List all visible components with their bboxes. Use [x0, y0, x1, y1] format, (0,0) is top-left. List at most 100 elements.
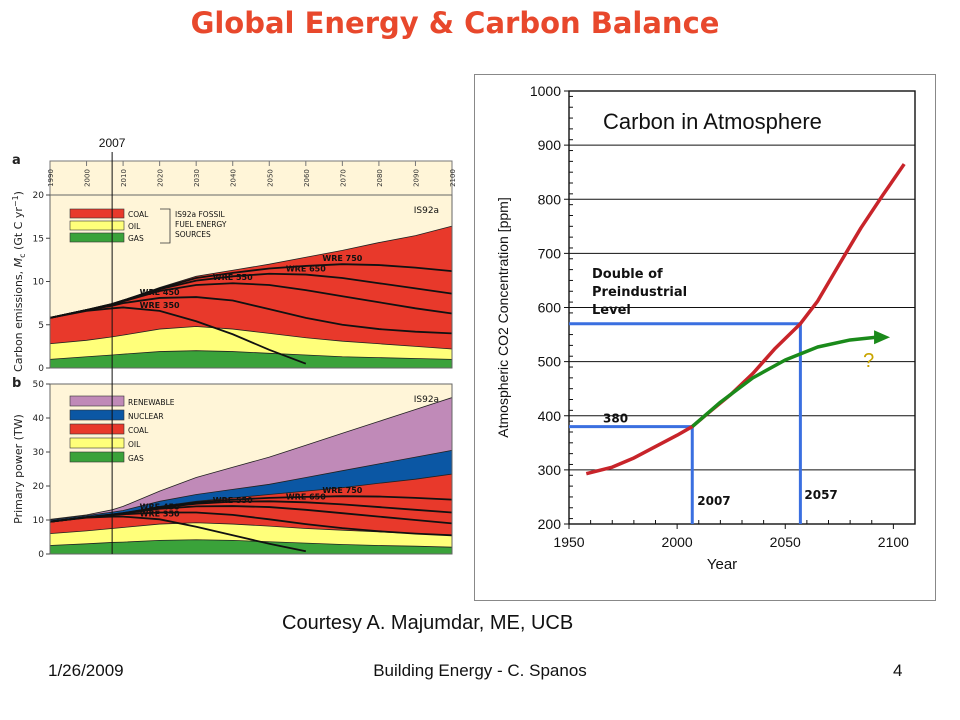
a-legend-swatch	[69, 208, 125, 219]
x-tick-label: 2000	[662, 534, 693, 550]
a-curve-label: WRE 750	[322, 254, 362, 263]
b-legend-swatch	[69, 395, 125, 407]
a-y-tick-label: 15	[33, 234, 44, 244]
a-legend-label: GAS	[128, 234, 144, 243]
x-tick-label: 2050	[770, 534, 801, 550]
x-tick-label: 2050	[266, 169, 274, 187]
a-y-axis-label-part: )	[12, 191, 25, 195]
a-curve-wre-350	[49, 306, 307, 365]
a-y-axis-label-part: c	[18, 253, 27, 257]
y-tick-label: 200	[538, 516, 562, 532]
x-tick-label: 2010	[120, 169, 128, 187]
a-y-tick-label: 0	[38, 364, 44, 374]
b-legend-swatch	[69, 409, 125, 421]
b-frame	[49, 383, 453, 555]
x-tick-label: 2000	[84, 169, 92, 187]
a-y-tick-label: 5	[38, 321, 44, 331]
a-legend-note: IS92a FOSSIL	[175, 210, 225, 219]
a-panel-letter: a	[12, 153, 21, 168]
x-tick-label: 2030	[193, 169, 201, 187]
b-y-axis-label: Primary power (TW)	[12, 414, 25, 524]
b-legend-label: OIL	[128, 440, 141, 449]
a-area-gas	[49, 350, 453, 369]
a-y-axis-label: Carbon emissions, Mc (Gt C yr−1)	[11, 191, 27, 372]
a-y-axis-label-part: (Gt C yr	[12, 207, 25, 254]
y-tick-label: 800	[538, 191, 562, 207]
x-tick-label: 2090	[412, 169, 420, 187]
y-tick-label: 500	[538, 354, 562, 370]
b-legend-label: GAS	[128, 454, 144, 463]
projection-arrowhead	[874, 330, 891, 345]
chart-title: Carbon in Atmosphere	[603, 109, 822, 134]
x-tick-label: 2040	[230, 169, 238, 187]
b-legend-swatch	[69, 437, 125, 449]
a-legend-bracket	[160, 208, 171, 244]
b-curve-label: WRE 550	[213, 496, 253, 505]
b-panel-letter: b	[12, 376, 21, 391]
x-tick-label: 2080	[376, 169, 384, 187]
projection-curve	[691, 335, 877, 428]
a-y-axis-label-part: Carbon emissions,	[12, 267, 25, 372]
year-double-label: 2057	[804, 488, 837, 502]
b-curve-label: WRE 650	[286, 492, 326, 501]
co2-concentration-chart: 200 300 400 500 600 700 800 900 1000 1950 2000 2050…	[474, 74, 936, 601]
double-level-annotation: Level	[592, 303, 631, 318]
y-tick-label: 300	[538, 462, 562, 478]
a-legend-label: COAL	[128, 210, 149, 219]
a-curve-label: WRE 350	[140, 301, 180, 310]
a-y-tick-label: 10	[33, 278, 45, 288]
x-tick-label: 1990	[47, 169, 55, 187]
slide-title: Global Energy & Carbon Balance	[190, 6, 720, 40]
courtesy-caption: Courtesy A. Majumdar, ME, UCB	[282, 612, 574, 634]
b-curve-wre-350	[49, 515, 306, 553]
a-curve-label: WRE 550	[213, 273, 253, 282]
b-legend-swatch	[69, 423, 125, 435]
question-mark: ?	[863, 350, 874, 372]
x-tick-label: 2100	[878, 534, 909, 550]
footer-date: 1/26/2009	[48, 661, 124, 680]
x-tick-label: 2100	[449, 169, 457, 187]
y-axis-label: Atmospheric CO2 Concentration [ppm]	[495, 197, 511, 437]
y-tick-label: 900	[538, 137, 562, 153]
y-tick-label: 700	[538, 245, 562, 261]
year-now-label: 2007	[697, 494, 730, 508]
b-legend-swatch	[69, 451, 125, 463]
x-axis-label: Year	[707, 556, 737, 573]
a-curve-label: WRE 650	[286, 265, 326, 274]
year-header-strip	[49, 160, 453, 196]
a-legend-note: SOURCES	[175, 230, 211, 239]
b-y-tick-label: 30	[33, 448, 45, 458]
y-tick-label: 400	[538, 408, 562, 424]
b-y-tick-label: 0	[38, 550, 44, 560]
b-y-tick-label: 20	[33, 482, 45, 492]
y-tick-label: 600	[538, 300, 562, 316]
a-y-axis-label-part: −1	[11, 195, 20, 207]
b-curve-label: WRE 450	[140, 503, 180, 512]
b-legend-label: RENEWABLE	[128, 398, 175, 407]
footer-page-number: 4	[893, 661, 903, 680]
a-curve-label: WRE 450	[140, 288, 180, 297]
b-y-tick-label: 50	[33, 380, 45, 390]
x-tick-label: 2060	[303, 169, 311, 187]
b-legend-label: NUCLEAR	[128, 412, 164, 421]
b-curve-label: WRE 350	[140, 509, 180, 518]
a-legend-swatch	[69, 220, 125, 231]
a-legend-label: OIL	[128, 222, 141, 231]
a-y-axis-label-part: M	[12, 257, 25, 267]
a-scenario-label: IS92a	[414, 206, 439, 216]
a-y-tick-label: 20	[33, 191, 45, 201]
b-y-tick-label: 40	[33, 414, 45, 424]
x-tick-label: 2070	[339, 169, 347, 187]
x-tick-label: 1950	[553, 534, 584, 550]
a-legend-swatch	[69, 232, 125, 243]
marker-year-label: 2007	[99, 136, 126, 150]
b-legend-label: COAL	[128, 426, 149, 435]
double-level-annotation: Double of	[592, 267, 663, 282]
x-tick-label: 2020	[157, 169, 165, 187]
a-legend-note: FUEL ENERGY	[175, 220, 227, 229]
current-level-label: 380	[603, 412, 628, 426]
y-tick-label: 1000	[530, 83, 561, 99]
b-area-gas	[49, 539, 453, 555]
footer-presentation-title: Building Energy - C. Spanos	[373, 661, 587, 680]
